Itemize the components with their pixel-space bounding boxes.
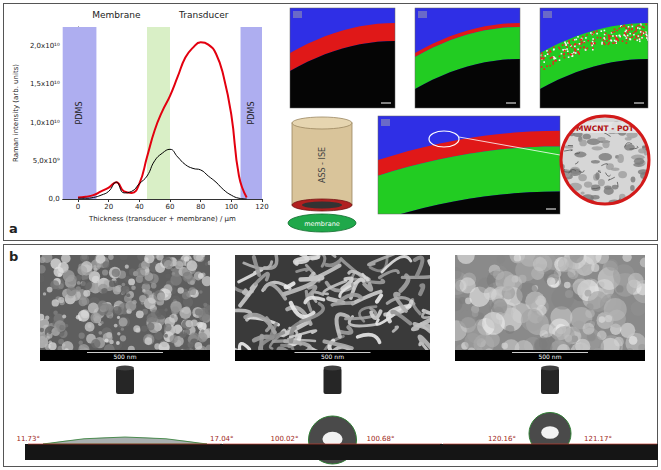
svg-text:Thickness (transducer + membra: Thickness (transducer + membrane) / µm	[88, 215, 236, 223]
svg-text:PDMS: PDMS	[247, 102, 256, 125]
svg-text:5,0x10⁹: 5,0x10⁹	[33, 157, 60, 165]
svg-text:120.16°: 120.16°	[488, 435, 516, 443]
svg-text:500 nm: 500 nm	[113, 353, 136, 360]
svg-text:0: 0	[76, 203, 80, 211]
svg-text:membrane: membrane	[304, 220, 340, 228]
svg-text:60: 60	[166, 203, 175, 211]
html-text:a: a	[9, 221, 18, 236]
svg-text:500 nm: 500 nm	[321, 353, 344, 360]
svg-text:0,0: 0,0	[49, 195, 60, 203]
svg-text:Raman intensity (arb. units): Raman intensity (arb. units)	[12, 64, 20, 162]
svg-text:MWCNT - POT: MWCNT - POT	[576, 124, 635, 133]
svg-text:500 nm: 500 nm	[538, 353, 561, 360]
svg-text:ASS - ISE: ASS - ISE	[318, 147, 327, 183]
svg-text:11.73°: 11.73°	[16, 435, 40, 443]
svg-text:Membrane: Membrane	[92, 10, 141, 20]
html-text:b: b	[9, 249, 19, 264]
svg-text:1,0x10¹⁰: 1,0x10¹⁰	[30, 119, 60, 127]
svg-text:1,5x10¹⁰: 1,5x10¹⁰	[30, 80, 60, 88]
svg-text:17.04°: 17.04°	[210, 435, 234, 443]
svg-text:20: 20	[104, 203, 113, 211]
svg-text:PDMS: PDMS	[75, 102, 84, 125]
svg-text:100.68°: 100.68°	[367, 435, 395, 443]
svg-text:121.17°: 121.17°	[584, 435, 612, 443]
svg-text:100.02°: 100.02°	[271, 435, 299, 443]
svg-text:100: 100	[225, 203, 238, 211]
svg-text:80: 80	[196, 203, 205, 211]
svg-text:120: 120	[255, 203, 268, 211]
svg-text:Transducer: Transducer	[178, 10, 229, 20]
svg-text:40: 40	[135, 203, 144, 211]
svg-text:2,0x10¹⁰: 2,0x10¹⁰	[30, 42, 60, 50]
